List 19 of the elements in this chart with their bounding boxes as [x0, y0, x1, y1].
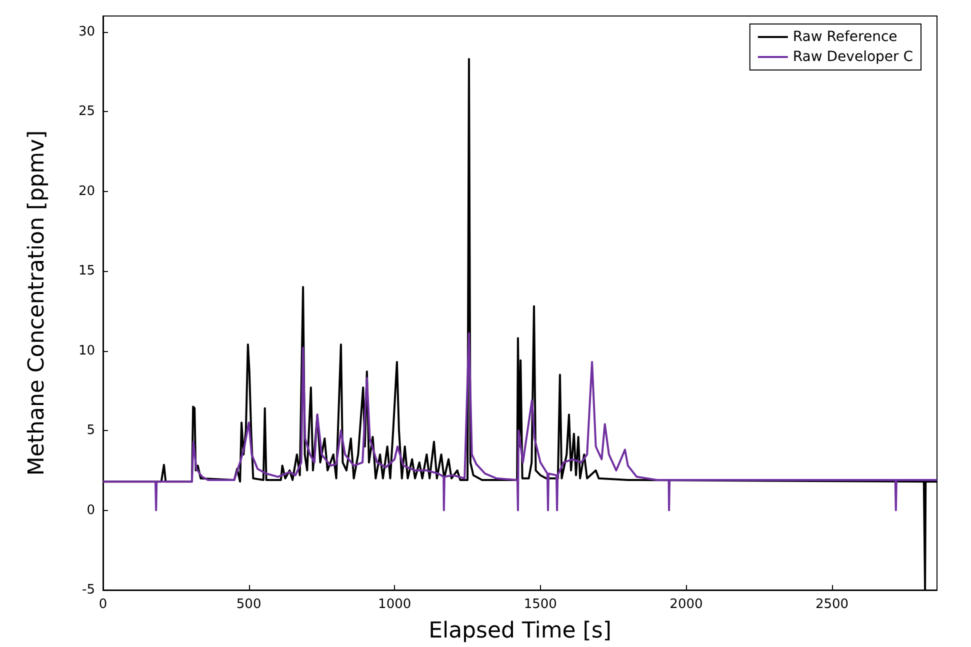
y-axis-title: Methane Concentration [ppmv]: [24, 130, 50, 476]
legend-label: Raw Reference: [792, 29, 898, 45]
x-tick-label: 0: [98, 597, 108, 612]
x-tick-label: 500: [236, 597, 262, 612]
x-tick-label: 2000: [670, 597, 703, 612]
x-tick-label: 2500: [815, 597, 849, 612]
x-tick-label: 1500: [524, 597, 557, 612]
y-tick-label: 10: [78, 343, 95, 358]
legend-label: Raw Developer C: [792, 49, 914, 65]
y-tick-label: 0: [86, 502, 95, 518]
y-tick-label: 25: [78, 104, 95, 120]
y-tick-label: 20: [78, 184, 95, 199]
x-axis-title: Elapsed Time [s]: [428, 618, 612, 644]
y-tick-label: 15: [78, 264, 95, 279]
y-tick-label: -5: [82, 582, 95, 598]
line-series: [102, 332, 938, 512]
x-tick-label: 1000: [378, 597, 412, 612]
y-tick-label: 5: [86, 423, 95, 438]
y-tick-label: 30: [78, 24, 95, 40]
